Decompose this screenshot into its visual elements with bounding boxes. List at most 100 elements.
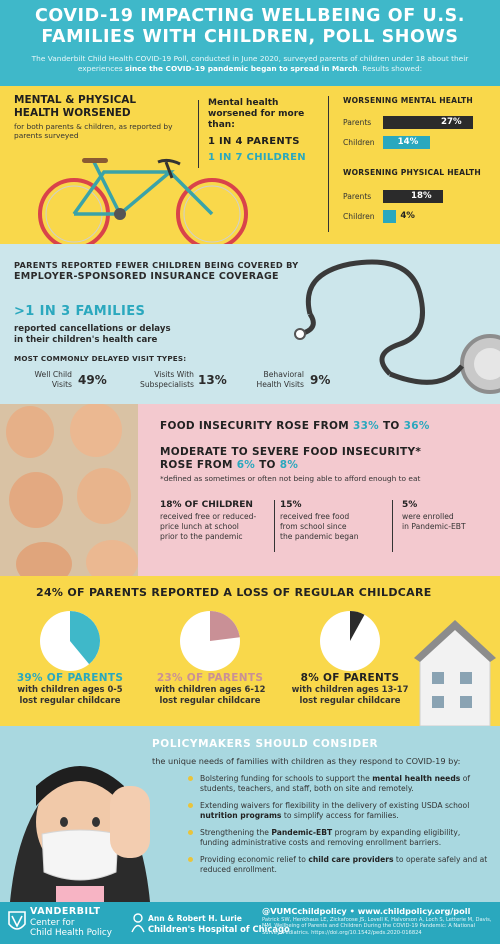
food-stat-line: received free food (280, 512, 350, 521)
pie-caption-value: 8% OF PARENTS (300, 672, 400, 684)
child-photo (10, 766, 150, 902)
policy-text: to simplify access for families. (281, 811, 399, 820)
lurie-hospital: Children's Hospital of Chicago (148, 924, 290, 934)
severe-from-value: 6% (236, 459, 256, 471)
policy-text: Providing economic relief to (200, 855, 309, 864)
divider (274, 500, 275, 552)
divider (198, 100, 199, 168)
visit-pct: 49% (78, 373, 107, 387)
bullet-icon (188, 857, 193, 862)
food-to-value: 36% (403, 420, 430, 432)
pie-caption: 8% OF PARENTS with children ages 13-17 l… (280, 672, 420, 706)
bullet-icon (188, 830, 193, 835)
health-subtitle: for both parents & children, as reported… (14, 122, 173, 140)
insurance-title: PARENTS REPORTED FEWER CHILDREN BEING CO… (14, 260, 298, 282)
policy-text: Strengthening the (200, 828, 272, 837)
fraction-parents: 1 IN 4 PARENTS (208, 136, 300, 147)
pie-caption: 39% OF PARENTS with children ages 0-5 lo… (0, 672, 140, 706)
childcare-pies (40, 611, 380, 671)
food-line2-to: TO (255, 459, 280, 471)
pie-caption-line: lost regular childcare (19, 695, 121, 705)
food-stat-head: 18% OF CHILDREN (160, 500, 253, 510)
severe-to-value: 8% (279, 459, 299, 471)
bar-parents (383, 116, 473, 129)
bar-parents (383, 190, 443, 203)
physical-health-chart-title: WORSENING PHYSICAL HEALTH (343, 168, 481, 177)
list-item: Extending waivers for flexibility in the… (188, 801, 490, 821)
policy-text: Extending waivers for flexibility in the… (200, 801, 470, 810)
bar-category-label: Children (343, 212, 375, 221)
list-item: Providing economic relief to child care … (188, 855, 490, 875)
pie-caption: 23% OF PARENTS with children ages 6-12 l… (140, 672, 280, 706)
stethoscope-icon (294, 259, 500, 394)
list-item: Bolstering funding for schools to suppor… (188, 774, 490, 794)
pie-caption-line: with children ages 13-17 (291, 684, 409, 694)
childcare-section: 24% OF PARENTS REPORTED A LOSS OF REGULA… (0, 576, 500, 726)
bar-children (383, 210, 397, 223)
food-stat-line: were enrolled (402, 512, 454, 521)
footer: VANDERBILT Center for Child Health Polic… (0, 902, 500, 944)
food-stat-line: price lunch at school (160, 522, 239, 531)
header-banner: COVID-19 IMPACTING WELLBEING OF U.S. FAM… (0, 0, 500, 86)
visit-pct: 13% (198, 373, 227, 387)
intro-part-1: The Vanderbilt Child Health COVID-19 Pol… (31, 54, 469, 73)
bar-children (383, 136, 430, 149)
egg-carton-icon (0, 404, 138, 576)
vanderbilt-center-line-1: Center for (30, 918, 75, 928)
visit-label-line-2: Health Visits (256, 379, 305, 389)
fraction-children: 1 IN 7 CHILDREN (208, 152, 306, 163)
visit-label-line-1: Behavioral (263, 370, 304, 379)
divider (328, 96, 329, 232)
health-title-line-2: HEALTH WORSENED (14, 106, 131, 119)
house-icon (414, 620, 496, 726)
list-item: Strengthening the Pandemic-EBT program b… (188, 828, 490, 848)
food-line1-to: TO (379, 420, 404, 432)
insurance-title-line-1: PARENTS REPORTED FEWER CHILDREN BEING CO… (14, 260, 299, 270)
vanderbilt-name: VANDERBILT (30, 906, 101, 917)
policy-text: to operate safely and at reduced enrollm… (200, 855, 488, 874)
policy-text: of students, teachers, and staff, both o… (200, 774, 471, 793)
food-stat-col: 18% OF CHILDREN received free or reduced… (160, 500, 272, 542)
policy-highlight: Pandemic-EBT (271, 828, 333, 837)
health-section: MENTAL & PHYSICAL HEALTH WORSENED for bo… (0, 86, 500, 244)
childcare-title: 24% OF PARENTS REPORTED A LOSS OF REGULA… (36, 586, 432, 599)
title-line-1: COVID-19 IMPACTING WELLBEING OF U.S. (34, 6, 466, 26)
policy-text: program by expanding eligibility, fundin… (200, 828, 461, 847)
pie-slice (350, 611, 365, 641)
policy-text: Bolstering funding for schools to suppor… (200, 774, 373, 783)
insurance-section: PARENTS REPORTED FEWER CHILDREN BEING CO… (0, 244, 500, 404)
lurie-logo-icon (131, 913, 145, 933)
food-stat-line: received free or reduced- (160, 512, 257, 521)
severe-food-insecurity-line: MODERATE TO SEVERE FOOD INSECURITY* ROSE… (160, 446, 421, 472)
lurie-name: Ann & Robert H. Lurie (148, 914, 242, 923)
policy-title: POLICYMAKERS SHOULD CONSIDER (152, 738, 379, 750)
food-stat-line: from school since (280, 522, 347, 531)
mental-health-intro: Mental health worsened for more than: (208, 98, 305, 130)
bar-category-label: Parents (343, 118, 372, 127)
pie-slice (70, 611, 101, 665)
delayed-visits-heading: MOST COMMONLY DELAYED VISIT TYPES: (14, 354, 187, 363)
divider (392, 500, 393, 552)
footer-links[interactable]: @VUMCchildpolicy • www.childpolicy.org/p… (262, 906, 471, 916)
food-line1-text: FOOD INSECURITY ROSE FROM (160, 420, 353, 432)
visit-label: Behavioral Health Visits (238, 370, 305, 389)
food-definition: *defined as sometimes or often not being… (160, 474, 421, 483)
bullet-icon (188, 776, 193, 781)
visit-label: Well Child Visits (14, 370, 72, 389)
families-stat: >1 IN 3 FAMILIES (14, 304, 146, 319)
intro-bold: since the COVID-19 pandemic began to spr… (125, 63, 358, 73)
food-stat-head: 15% (280, 500, 302, 510)
policy-highlight: nutrition programs (200, 811, 282, 820)
visit-pct: 9% (310, 373, 331, 387)
insurance-title-line-2: EMPLOYER-SPONSORED INSURANCE COVERAGE (14, 271, 279, 282)
food-line2-text: MODERATE TO SEVERE FOOD INSECURITY* (160, 446, 422, 458)
visit-label-line-2: Subspecialists (140, 379, 194, 389)
policy-highlight: child care providers (308, 855, 394, 864)
title-line-2: FAMILIES WITH CHILDREN, POLL SHOWS (41, 27, 459, 47)
bar-value-label: 4% (400, 211, 415, 221)
pie-caption-value: 39% OF PARENTS (16, 672, 124, 684)
pie-caption-value: 23% OF PARENTS (156, 672, 264, 684)
policy-subtitle: the unique needs of families with childr… (152, 756, 461, 766)
visit-label-line-2: Visits (51, 379, 72, 389)
bar-value-label: 18% (411, 191, 432, 201)
